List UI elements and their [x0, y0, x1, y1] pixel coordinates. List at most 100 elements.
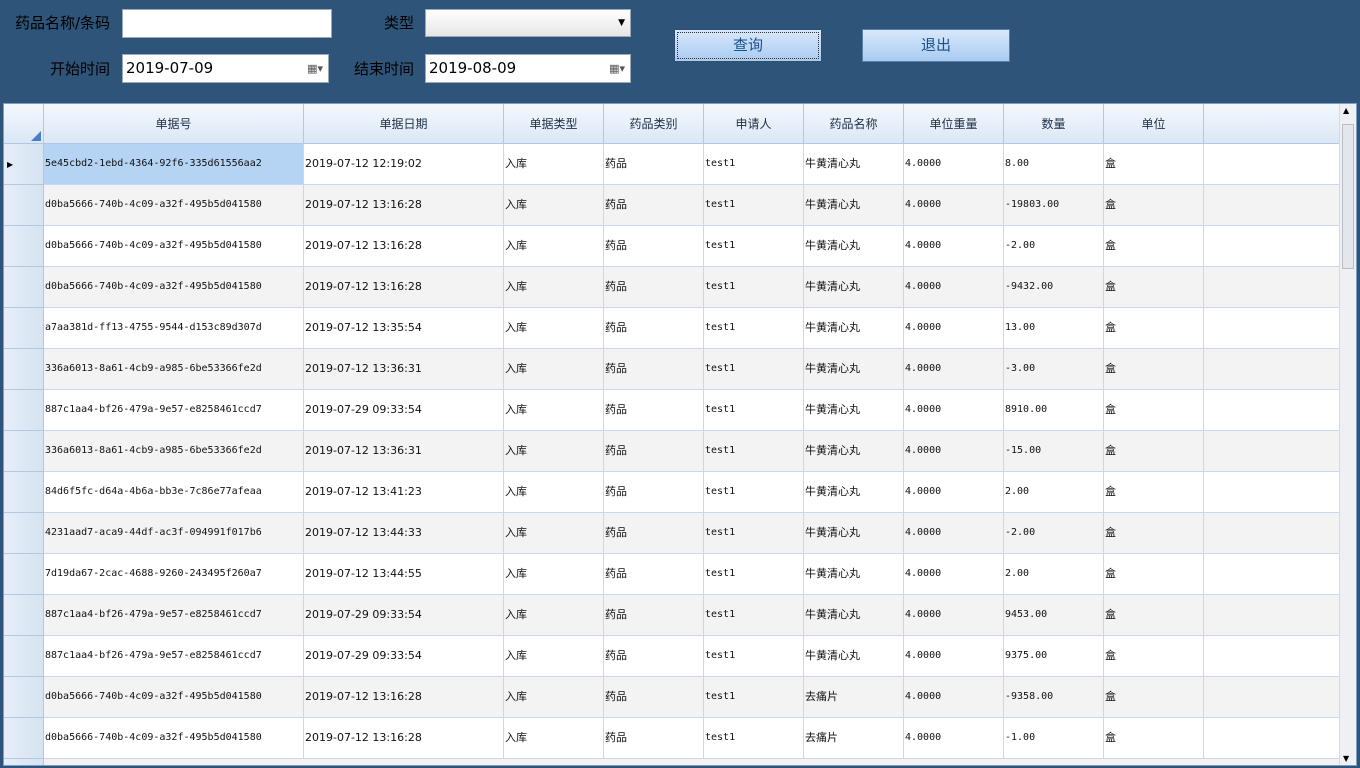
table-cell[interactable]: test1 [704, 267, 804, 308]
table-cell[interactable]: 去痛片 [804, 718, 904, 759]
table-cell[interactable]: test1 [704, 472, 804, 513]
table-cell[interactable]: 2.00 [1004, 554, 1104, 595]
row-header[interactable] [4, 513, 44, 554]
table-cell[interactable]: 4.0000 [904, 472, 1004, 513]
table-cell[interactable]: test1 [704, 349, 804, 390]
table-cell[interactable]: 盒 [1104, 185, 1204, 226]
table-cell[interactable]: 2019-07-12 13:44:55 [304, 554, 504, 595]
table-cell[interactable]: 去痛片 [804, 677, 904, 718]
table-cell[interactable]: -3.00 [1004, 349, 1104, 390]
table-cell[interactable]: 入库 [504, 595, 604, 636]
table-cell[interactable]: test1 [704, 718, 804, 759]
table-cell[interactable]: 2019-07-12 13:44:33 [304, 513, 504, 554]
table-cell[interactable]: 药品 [604, 595, 704, 636]
table-cell[interactable]: 盒 [1104, 595, 1204, 636]
column-header[interactable]: 数量 [1004, 104, 1104, 144]
column-header[interactable]: 单位 [1104, 104, 1204, 144]
table-cell[interactable]: 4.0000 [904, 144, 1004, 185]
table-cell[interactable]: 入库 [504, 431, 604, 472]
row-header[interactable] [4, 718, 44, 759]
table-cell[interactable]: 4.0000 [904, 308, 1004, 349]
name-input[interactable] [122, 9, 332, 38]
table-cell[interactable]: 4.0000 [904, 513, 1004, 554]
row-header[interactable] [4, 595, 44, 636]
end-date[interactable]: 2019-08-09 ▦▾ [425, 54, 631, 83]
table-cell[interactable]: 入库 [504, 472, 604, 513]
table-cell[interactable]: 2019-07-12 13:36:31 [304, 349, 504, 390]
table-cell[interactable]: 8.00 [1004, 144, 1104, 185]
table-cell[interactable]: 4.0000 [904, 636, 1004, 677]
table-cell[interactable]: 2019-07-12 13:35:54 [304, 308, 504, 349]
table-cell[interactable]: 4.0000 [904, 718, 1004, 759]
table-cell[interactable]: 药品 [604, 349, 704, 390]
table-cell[interactable]: 9375.00 [1004, 636, 1104, 677]
table-cell[interactable]: 入库 [504, 308, 604, 349]
table-cell[interactable]: 盒 [1104, 677, 1204, 718]
table-cell[interactable]: test1 [704, 513, 804, 554]
row-header[interactable] [4, 226, 44, 267]
row-header[interactable]: ▶ [4, 144, 44, 185]
table-cell[interactable]: d0ba5666-740b-4c09-a32f-495b5d041580 [44, 677, 304, 718]
table-cell[interactable]: 入库 [504, 636, 604, 677]
column-header[interactable]: 药品类别 [604, 104, 704, 144]
row-header[interactable] [4, 636, 44, 677]
calendar-icon[interactable]: ▦▾ [609, 62, 625, 75]
table-cell[interactable]: 药品 [604, 226, 704, 267]
table-cell[interactable]: 牛黄清心丸 [804, 144, 904, 185]
row-header[interactable] [4, 267, 44, 308]
table-cell[interactable]: 2019-07-12 13:16:28 [304, 226, 504, 267]
row-header[interactable] [4, 472, 44, 513]
type-combo[interactable]: ▼ [425, 9, 631, 37]
row-header[interactable] [4, 554, 44, 595]
table-cell[interactable]: 药品 [604, 636, 704, 677]
scroll-thumb[interactable] [1342, 124, 1354, 269]
table-cell[interactable]: 336a6013-8a61-4cb9-a985-6be53366fe2d [44, 431, 304, 472]
table-cell[interactable]: 9453.00 [1004, 595, 1104, 636]
table-cell[interactable]: -2.00 [1004, 226, 1104, 267]
table-cell[interactable]: 盒 [1104, 349, 1204, 390]
table-cell[interactable]: 84d6f5fc-d64a-4b6a-bb3e-7c86e77afeaa [44, 472, 304, 513]
table-cell[interactable]: -9432.00 [1004, 267, 1104, 308]
table-cell[interactable]: test1 [704, 185, 804, 226]
table-cell[interactable]: d0ba5666-740b-4c09-a32f-495b5d041580 [44, 226, 304, 267]
table-cell[interactable]: a7aa381d-ff13-4755-9544-d153c89d307d [44, 308, 304, 349]
row-header[interactable] [4, 185, 44, 226]
table-cell[interactable]: 牛黄清心丸 [804, 472, 904, 513]
table-cell[interactable]: test1 [704, 677, 804, 718]
table-cell[interactable]: 7d19da67-2cac-4688-9260-243495f260a7 [44, 554, 304, 595]
table-cell[interactable]: test1 [704, 431, 804, 472]
table-cell[interactable]: 药品 [604, 677, 704, 718]
table-cell[interactable]: 入库 [504, 185, 604, 226]
table-cell[interactable]: test1 [704, 308, 804, 349]
table-cell[interactable]: 入库 [504, 718, 604, 759]
table-cell[interactable]: 药品 [604, 472, 704, 513]
table-cell[interactable]: 盒 [1104, 636, 1204, 677]
table-cell[interactable]: 4.0000 [904, 390, 1004, 431]
table-cell[interactable]: 药品 [604, 185, 704, 226]
table-cell[interactable]: 牛黄清心丸 [804, 267, 904, 308]
column-header[interactable]: 药品名称 [804, 104, 904, 144]
table-cell[interactable]: 887c1aa4-bf26-479a-9e57-e8258461ccd7 [44, 636, 304, 677]
table-cell[interactable]: 2019-07-29 09:33:54 [304, 636, 504, 677]
table-cell[interactable]: 336a6013-8a61-4cb9-a985-6be53366fe2d [44, 349, 304, 390]
table-cell[interactable]: 入库 [504, 144, 604, 185]
table-cell[interactable]: 盒 [1104, 513, 1204, 554]
table-cell[interactable]: 4.0000 [904, 267, 1004, 308]
row-header[interactable] [4, 677, 44, 718]
table-cell[interactable]: 887c1aa4-bf26-479a-9e57-e8258461ccd7 [44, 595, 304, 636]
table-cell[interactable]: 药品 [604, 431, 704, 472]
table-cell[interactable]: d0ba5666-740b-4c09-a32f-495b5d041580 [44, 267, 304, 308]
table-cell[interactable]: test1 [704, 390, 804, 431]
table-cell[interactable]: test1 [704, 636, 804, 677]
table-cell[interactable]: 药品 [604, 513, 704, 554]
table-cell[interactable]: 盒 [1104, 267, 1204, 308]
table-cell[interactable]: 牛黄清心丸 [804, 636, 904, 677]
table-cell[interactable]: 13.00 [1004, 308, 1104, 349]
table-cell[interactable]: 盒 [1104, 226, 1204, 267]
table-cell[interactable]: -2.00 [1004, 513, 1104, 554]
table-cell[interactable]: 887c1aa4-bf26-479a-9e57-e8258461ccd7 [44, 390, 304, 431]
table-cell[interactable]: 盒 [1104, 144, 1204, 185]
table-cell[interactable]: 盒 [1104, 431, 1204, 472]
table-cell[interactable]: test1 [704, 226, 804, 267]
table-cell[interactable]: 2019-07-12 13:16:28 [304, 267, 504, 308]
